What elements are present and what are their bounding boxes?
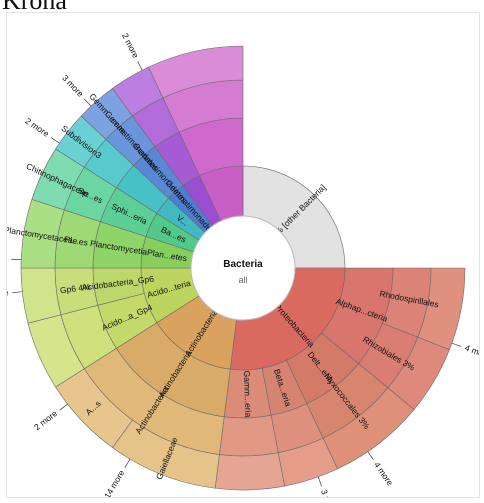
outer-label-leader (317, 476, 322, 487)
center-subtitle: all (238, 275, 247, 285)
sunburst-chart[interactable]: 22% [other Bacteria]ProteobacteriaActino… (7, 13, 479, 497)
outer-label-leader (451, 342, 462, 347)
outer-label[interactable]: 3 more (60, 73, 86, 99)
center-title: Bacteria (223, 259, 263, 270)
center-circle[interactable] (190, 215, 296, 321)
segment-gp6-family[interactable] (20, 267, 62, 324)
outer-label-leader (59, 403, 68, 411)
outer-label[interactable]: 2 more (7, 287, 9, 300)
outer-label[interactable]: 14 more (102, 468, 127, 497)
outer-label-leader (367, 451, 374, 461)
chart-panel: 22% [other Bacteria] Proteobacteria Actino… (6, 12, 480, 498)
outer-label-leader (124, 458, 131, 468)
segment-gammaproteobacteria-order[interactable] (219, 414, 279, 457)
outer-label-leader (50, 137, 60, 144)
outer-label-leader (137, 61, 143, 71)
segment-gamma-family[interactable] (214, 452, 285, 491)
label-planctomycetales: Pl...es (64, 234, 89, 248)
outer-label[interactable]: 10 more (7, 252, 8, 263)
outer-label[interactable]: 2 more (24, 116, 52, 139)
outer-label[interactable]: 2 more (120, 32, 141, 60)
outer-label[interactable]: 4 more (464, 343, 479, 361)
label-gp6: Gp6 4% (59, 281, 91, 295)
outer-label-leader (12, 291, 23, 294)
outer-label-leader (83, 98, 92, 107)
outer-label[interactable]: 4 more (372, 460, 395, 488)
label-gammaproteobacteria: Gamm...eria (242, 370, 253, 417)
segment-other-families[interactable] (148, 45, 244, 99)
outer-label[interactable]: 3 more (319, 488, 337, 497)
outer-label[interactable]: 2 more (32, 408, 59, 432)
chart-rings (20, 45, 466, 491)
page-heading: Krona (2, 0, 67, 15)
